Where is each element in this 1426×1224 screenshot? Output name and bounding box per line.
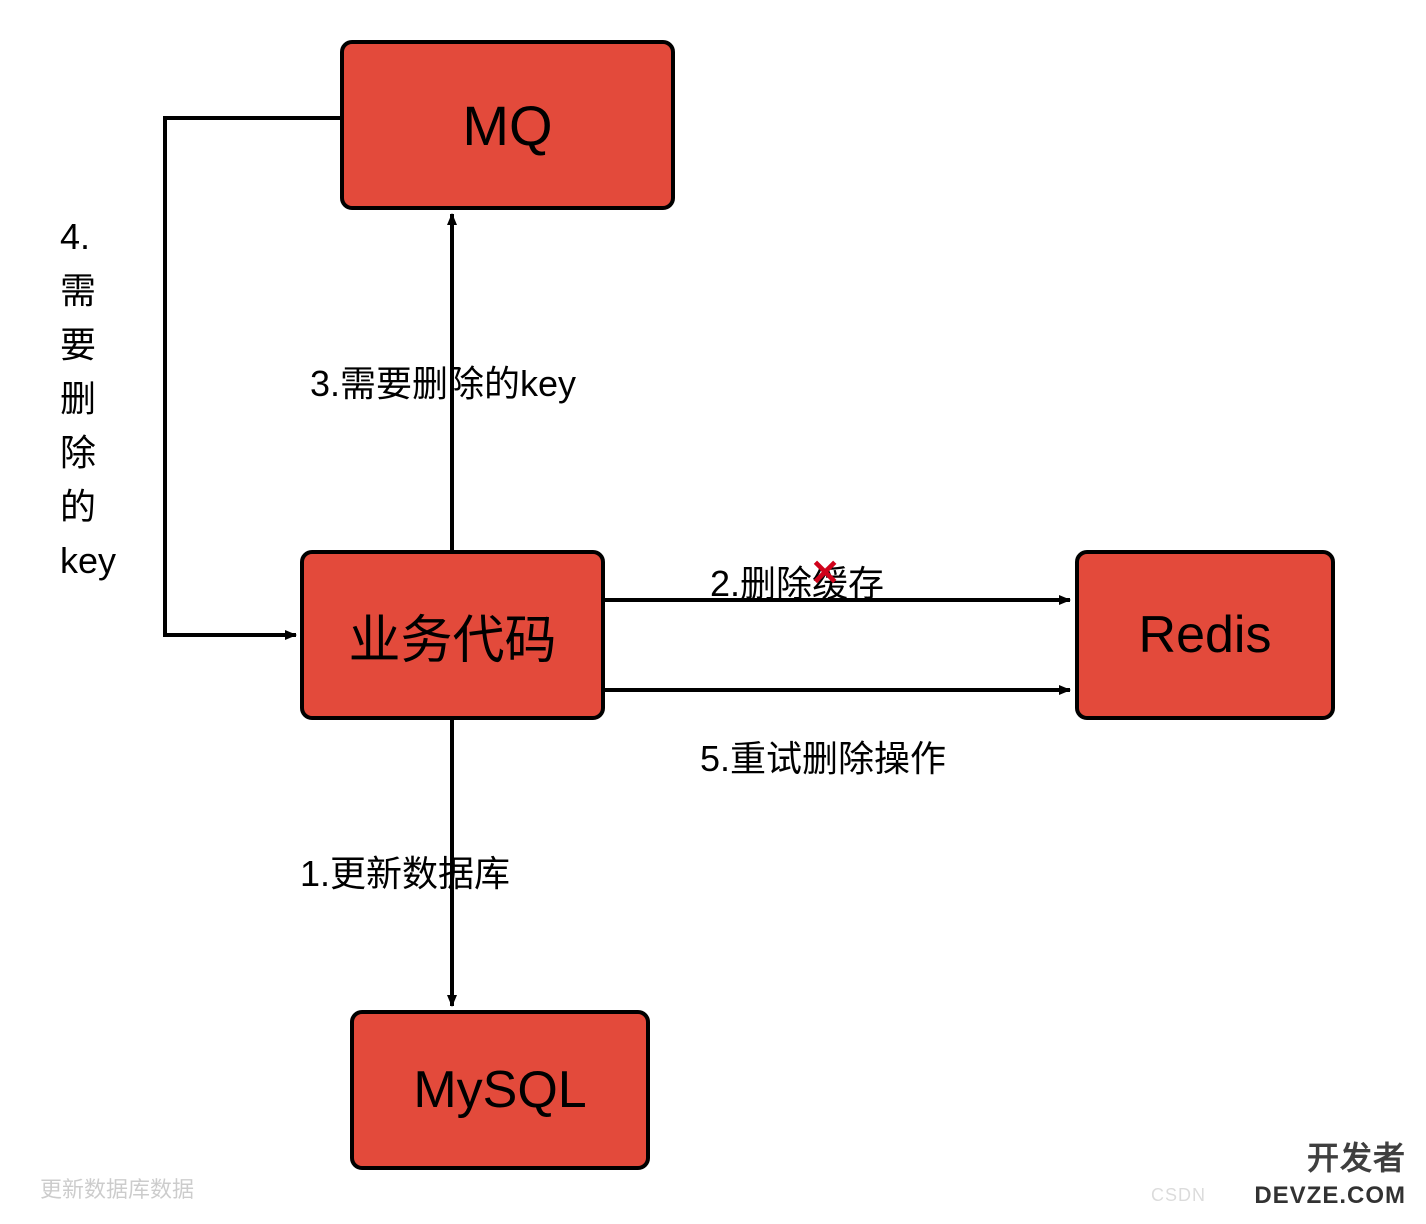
node-redis: Redis (1075, 550, 1335, 720)
edge-4-line-1: 需 (60, 264, 116, 318)
edge-3-label: 3.需要删除的key (310, 355, 576, 407)
watermark-csdn: CSDN (1151, 1185, 1206, 1206)
edge-4-line-4: 除 (60, 426, 116, 480)
edge-2-label: 2.删除缓存 (710, 555, 884, 607)
edge-4-line-0: 4. (60, 210, 116, 264)
node-mysql-label: MySQL (413, 1060, 586, 1120)
node-mq: MQ (340, 40, 675, 210)
edge-5-label: 5.重试删除操作 (700, 730, 946, 782)
edge-4-line-2: 要 (60, 318, 116, 372)
node-mysql: MySQL (350, 1010, 650, 1170)
watermark-devze: DEVZE.COM (1254, 1182, 1406, 1210)
edge-4-line-3: 删 (60, 372, 116, 426)
edge-4-line-5: 的 (60, 480, 116, 534)
ghost-text: 更新数据库数据 (40, 1172, 194, 1204)
node-business: 业务代码 (300, 550, 605, 720)
edge-4-line-6: key (60, 534, 116, 588)
node-redis-label: Redis (1139, 605, 1272, 665)
edge-4-label: 4. 需 要 删 除 的 key (60, 210, 116, 588)
edge-1-label: 1.更新数据库 (300, 845, 510, 897)
node-mq-label: MQ (462, 93, 552, 158)
node-business-label: 业务代码 (348, 598, 556, 673)
watermark-kaifazhe: 开发者 (1307, 1133, 1406, 1179)
